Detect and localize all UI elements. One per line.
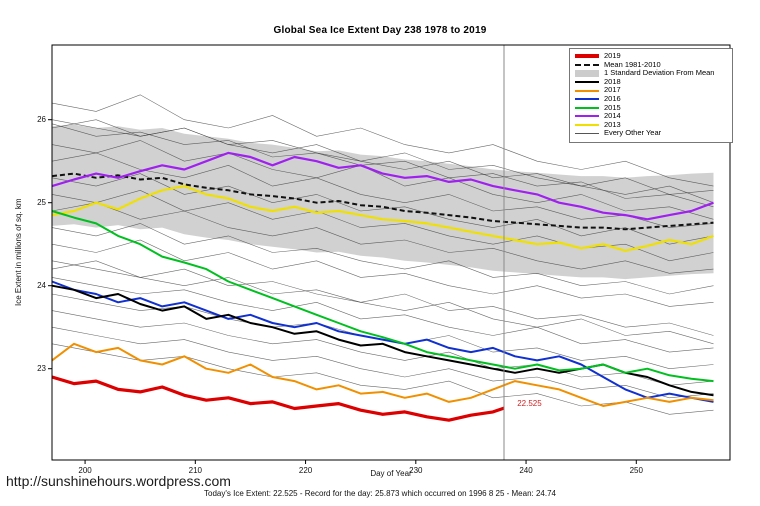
legend-swatch — [575, 106, 599, 109]
x-tick-label: 230 — [409, 466, 423, 475]
background-year-line — [51, 277, 714, 353]
y-tick-label: 23 — [37, 364, 46, 373]
background-year-line — [51, 223, 714, 295]
x-tick-label: 210 — [189, 466, 203, 475]
background-year-line — [51, 202, 714, 274]
background-year-line — [51, 260, 714, 345]
legend-label: 1 Standard Deviation From Mean — [604, 68, 715, 78]
y-tick-label: 24 — [37, 281, 46, 290]
series-2017-line — [51, 342, 714, 407]
background-year-line — [51, 189, 714, 262]
legend-swatch — [575, 98, 599, 101]
current-value-annotation: 22.525 — [517, 399, 542, 408]
background-year-line — [51, 326, 714, 399]
background-year-line — [51, 140, 714, 220]
background-year-line — [51, 239, 714, 307]
legend-swatch — [575, 81, 599, 84]
legend-item: 1 Standard Deviation From Mean — [575, 69, 727, 78]
x-tick-label: 200 — [78, 466, 92, 475]
footer-stats-text: Today's Ice Extent: 22.525 - Record for … — [204, 489, 556, 498]
x-tick-label: 250 — [630, 466, 644, 475]
chart-title: Global Sea Ice Extent Day 238 1978 to 20… — [273, 25, 487, 36]
series-2013-line — [51, 185, 714, 252]
legend-item: 2015 — [575, 102, 727, 113]
legend-label: 2016 — [604, 93, 621, 103]
series-2015-line — [51, 210, 714, 383]
series-mean-1981-2010-line — [51, 172, 714, 231]
legend-item: Mean 1981-2010 — [575, 59, 727, 70]
legend-label: 2015 — [604, 102, 621, 112]
background-year-line — [51, 123, 714, 208]
legend-swatch — [575, 54, 599, 59]
std-dev-band — [52, 124, 714, 280]
legend-item: Every Other Year — [575, 129, 727, 138]
plot-frame — [51, 44, 731, 461]
legend-item: 2018 — [575, 76, 727, 87]
x-axis-label: Day of Year — [370, 469, 412, 478]
legend-swatch — [575, 133, 599, 135]
background-year-line — [51, 152, 714, 228]
legend-item: 2019 — [575, 51, 727, 61]
legend-label: 2014 — [604, 111, 621, 121]
series-2016-line — [51, 280, 714, 403]
site-url-text: http://sunshinehours.wordpress.com — [6, 473, 231, 489]
legend-swatch — [575, 89, 599, 92]
background-year-line — [51, 94, 714, 187]
y-tick-label: 26 — [37, 115, 46, 124]
y-tick-label: 25 — [37, 198, 46, 207]
legend-label: Every Other Year — [604, 128, 662, 138]
background-year-line — [51, 260, 714, 336]
legend-label: 2018 — [604, 76, 621, 86]
background-year-line — [51, 119, 714, 195]
series-2014-line — [51, 151, 714, 221]
legend-label: Mean 1981-2010 — [604, 59, 661, 69]
background-year-line — [51, 310, 714, 386]
legend-item: 2017 — [575, 86, 727, 95]
legend-label: 2017 — [604, 85, 621, 95]
legend-label: 2019 — [604, 51, 621, 60]
legend-swatch — [575, 115, 599, 118]
x-tick-label: 220 — [299, 466, 313, 475]
legend-swatch — [575, 63, 599, 66]
legend-item: 2014 — [575, 112, 727, 121]
x-tick-label: 240 — [519, 466, 533, 475]
series-2019-line — [51, 375, 505, 422]
legend-label: 2013 — [604, 119, 621, 129]
legend-item: 2016 — [575, 93, 727, 104]
legend-item: 2013 — [575, 119, 727, 130]
background-year-line — [51, 343, 714, 415]
chart-legend: 2019 Mean 1981-2010 1 Standard Deviation F… — [569, 48, 733, 143]
background-year-line — [51, 173, 714, 245]
legend-swatch — [575, 124, 599, 127]
legend-swatch — [575, 69, 599, 77]
